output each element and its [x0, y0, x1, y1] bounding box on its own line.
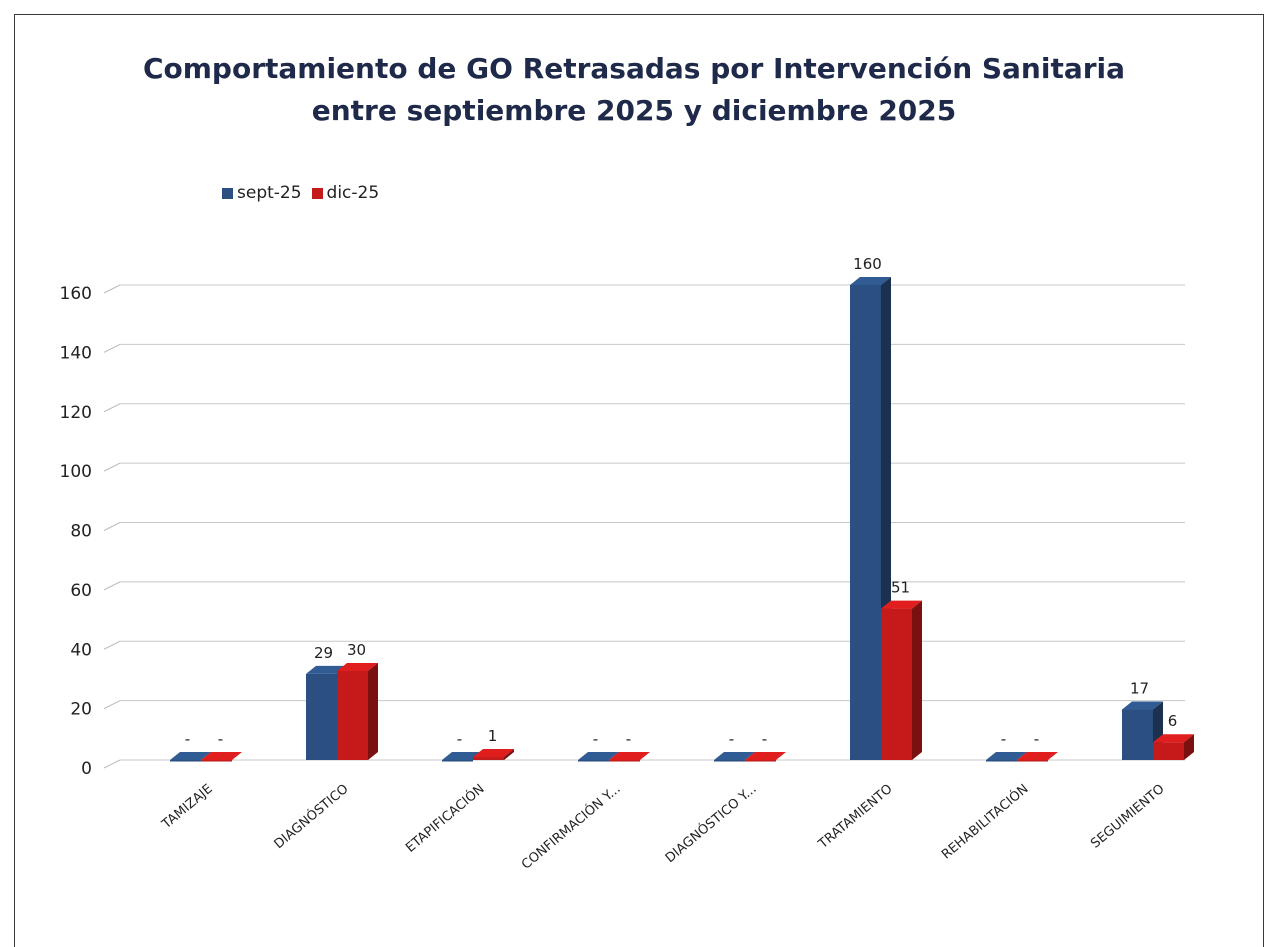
- y-tick-label-0: 0: [81, 759, 92, 779]
- bar-dic-25-7-side: [1184, 734, 1194, 760]
- y-tick-label-120: 120: [60, 403, 92, 423]
- chart-title: Comportamiento de GO Retrasadas por Inte…: [0, 48, 1268, 132]
- gridline-depth-40: [103, 640, 121, 650]
- legend-item-dic-25: dic-25: [311, 183, 380, 203]
- data-label-sept-25-4: -: [729, 730, 734, 748]
- y-tick-label-160: 160: [60, 284, 92, 304]
- x-category-label-5: TRATAMIENTO: [815, 782, 895, 853]
- x-category-label-1: DIAGNÓSTICO: [271, 781, 352, 852]
- gridline-depth-140: [103, 343, 121, 353]
- gridline-depth-60: [103, 581, 121, 591]
- bar-sept-25-2-top: [442, 752, 483, 760]
- data-label-dic-25-2: 1: [488, 727, 498, 745]
- data-label-sept-25-5: 160: [853, 255, 882, 273]
- bar-dic-25-0-front: [201, 760, 232, 762]
- bar-dic-25-7-front: [1153, 742, 1184, 760]
- bar-dic-25-3-front: [609, 760, 640, 762]
- data-label-sept-25-3: -: [593, 730, 598, 748]
- bar-sept-25-6-top: [986, 752, 1027, 760]
- data-label-sept-25-6: -: [1001, 730, 1006, 748]
- gridline-depth-20: [103, 700, 121, 710]
- data-label-sept-25-0: -: [185, 730, 190, 748]
- data-label-dic-25-7: 6: [1168, 712, 1178, 730]
- x-category-label-4: DIAGNÓSTICO Y...: [662, 781, 759, 866]
- y-tick-label-60: 60: [70, 581, 92, 601]
- bar-dic-25-0-top: [201, 752, 242, 760]
- bar-dic-25-5-front: [881, 608, 912, 760]
- gridline-depth-160: [103, 284, 121, 294]
- bar-dic-25-4-top: [745, 752, 786, 760]
- x-category-label-3: CONFIRMACIÓN Y...: [518, 781, 623, 873]
- x-category-label-2: ETAPIFICACIÓN: [402, 781, 487, 856]
- bar-sept-25-4-top: [714, 752, 755, 760]
- data-label-dic-25-3: -: [626, 730, 631, 748]
- bar-dic-25-6-front: [1017, 760, 1048, 762]
- gridline-depth-100: [103, 462, 121, 472]
- bar-dic-25-1-top: [337, 662, 378, 671]
- legend-label-dic-25: dic-25: [326, 183, 380, 203]
- bar-dic-25-1-front: [337, 670, 368, 760]
- chart-title-line-1: Comportamiento de GO Retrasadas por Inte…: [142, 52, 1126, 85]
- bar-dic-25-5-side: [912, 600, 922, 760]
- chart-frame: [14, 14, 1264, 947]
- bar-sept-25-7-front: [1122, 709, 1153, 760]
- data-label-sept-25-7: 17: [1130, 680, 1149, 698]
- bar-dic-25-1-side: [368, 662, 378, 760]
- bar-dic-25-3-top: [609, 752, 650, 760]
- gridline-depth-80: [103, 522, 121, 531]
- data-label-dic-25-5: 51: [891, 579, 910, 597]
- bar-sept-25-5-front: [850, 285, 881, 760]
- bar-sept-25-7-top: [1122, 701, 1163, 710]
- y-tick-label-40: 40: [70, 640, 92, 660]
- data-label-dic-25-0: -: [218, 730, 223, 748]
- bar-dic-25-2-front: [473, 757, 504, 760]
- bar-sept-25-3-front: [578, 760, 609, 762]
- bar-sept-25-4-front: [714, 760, 745, 762]
- bar-sept-25-0-front: [170, 760, 201, 762]
- legend-label-sept-25: sept-25: [237, 183, 302, 203]
- bar-dic-25-4-front: [745, 760, 776, 762]
- data-label-sept-25-1: 29: [314, 644, 333, 662]
- bar-sept-25-2-front: [442, 760, 473, 762]
- gridline-depth-0: [103, 759, 121, 769]
- x-category-label-6: REHABILITACIÓN: [938, 781, 1031, 863]
- bar-sept-25-3-top: [578, 752, 619, 760]
- bar-sept-25-5-top: [850, 277, 891, 285]
- data-label-dic-25-4: -: [762, 730, 767, 748]
- x-category-label-0: TAMIZAJE: [159, 782, 216, 833]
- y-tick-label-100: 100: [60, 462, 92, 482]
- data-label-dic-25-1: 30: [347, 641, 366, 659]
- bar-dic-25-7-top: [1153, 734, 1194, 743]
- bar-sept-25-6-front: [986, 760, 1017, 762]
- bar-sept-25-1-front: [306, 673, 337, 760]
- y-tick-label-140: 140: [60, 343, 92, 363]
- x-category-label-7: SEGUIMIENTO: [1088, 782, 1167, 852]
- bar-dic-25-2-side: [504, 749, 514, 760]
- y-tick-label-20: 20: [70, 700, 92, 720]
- chart-legend: sept-25 dic-25: [222, 183, 389, 203]
- chart-title-line-2: entre septiembre 2025 y diciembre 2025: [311, 94, 957, 127]
- y-tick-label-80: 80: [70, 522, 92, 542]
- legend-swatch-sept-25: [222, 187, 233, 199]
- bar-dic-25-6-top: [1017, 752, 1058, 760]
- legend-swatch-dic-25: [311, 187, 323, 199]
- data-label-sept-25-2: -: [457, 730, 462, 748]
- legend-item-sept-25: sept-25: [222, 183, 302, 203]
- bar-dic-25-2-top: [473, 749, 514, 758]
- gridline-depth-120: [103, 403, 121, 413]
- data-label-dic-25-6: -: [1034, 730, 1039, 748]
- bar-sept-25-0-top: [170, 752, 211, 760]
- bar-sept-25-1-top: [306, 665, 347, 674]
- bar-dic-25-5-top: [881, 600, 922, 609]
